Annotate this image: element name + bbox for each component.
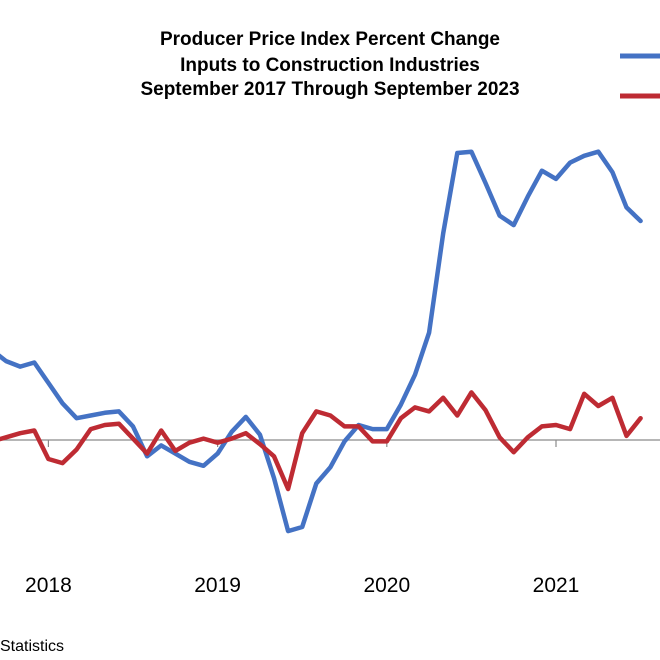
source-note: Statistics — [0, 638, 64, 655]
series-line-2 — [0, 390, 643, 492]
legend — [620, 53, 660, 99]
x-tick-label-2019: 2019 — [194, 574, 241, 597]
series-line-1 — [0, 149, 643, 534]
chart-title-line-1: Producer Price Index Percent Change — [160, 29, 500, 50]
chart-title: Producer Price Index Percent Change Inpu… — [140, 29, 519, 100]
chart-title-line-2: Inputs to Construction Industries — [180, 55, 480, 76]
x-tick-label-2021: 2021 — [533, 574, 580, 597]
x-tick-label-2018: 2018 — [25, 574, 72, 597]
chart-title-line-3: September 2017 Through September 2023 — [140, 79, 519, 100]
plot-area: 2018 2019 2020 2021 — [0, 149, 660, 597]
x-tick-label-2020: 2020 — [363, 574, 410, 597]
